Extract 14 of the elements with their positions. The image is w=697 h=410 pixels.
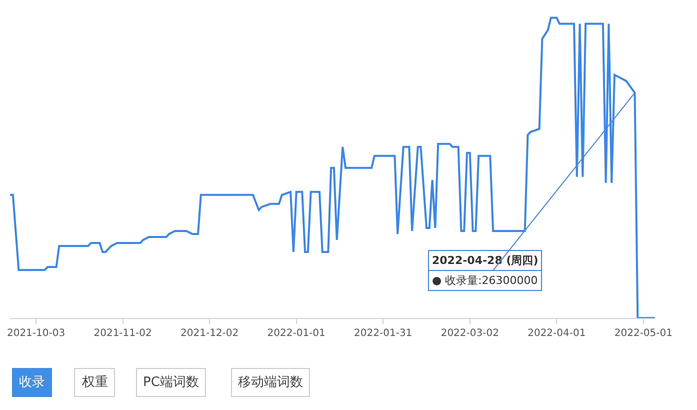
annotation: 2022-04-28 (周四) [432, 254, 538, 267]
text: 权重 [81, 375, 108, 390]
x-tick-label: 2022-04-01 [528, 328, 586, 339]
x-tick-label: 2021-11-02 [94, 328, 152, 339]
x-tick-label: 2022-01-31 [354, 328, 412, 339]
annotation: ● 收录量:26300000 [432, 274, 538, 287]
x-tick-label: 2021-12-02 [180, 328, 239, 339]
text: PC端词数 [143, 375, 199, 390]
x-tick-label: 2022-05-01 [614, 328, 672, 339]
x-tick-label: 2022-01-01 [267, 328, 326, 339]
text: 移动端词数 [238, 375, 303, 390]
text: 收录 [19, 375, 45, 390]
x-tick-label: 2021-10-03 [6, 328, 66, 339]
x-tick-label: 2022-03-02 [440, 328, 499, 339]
